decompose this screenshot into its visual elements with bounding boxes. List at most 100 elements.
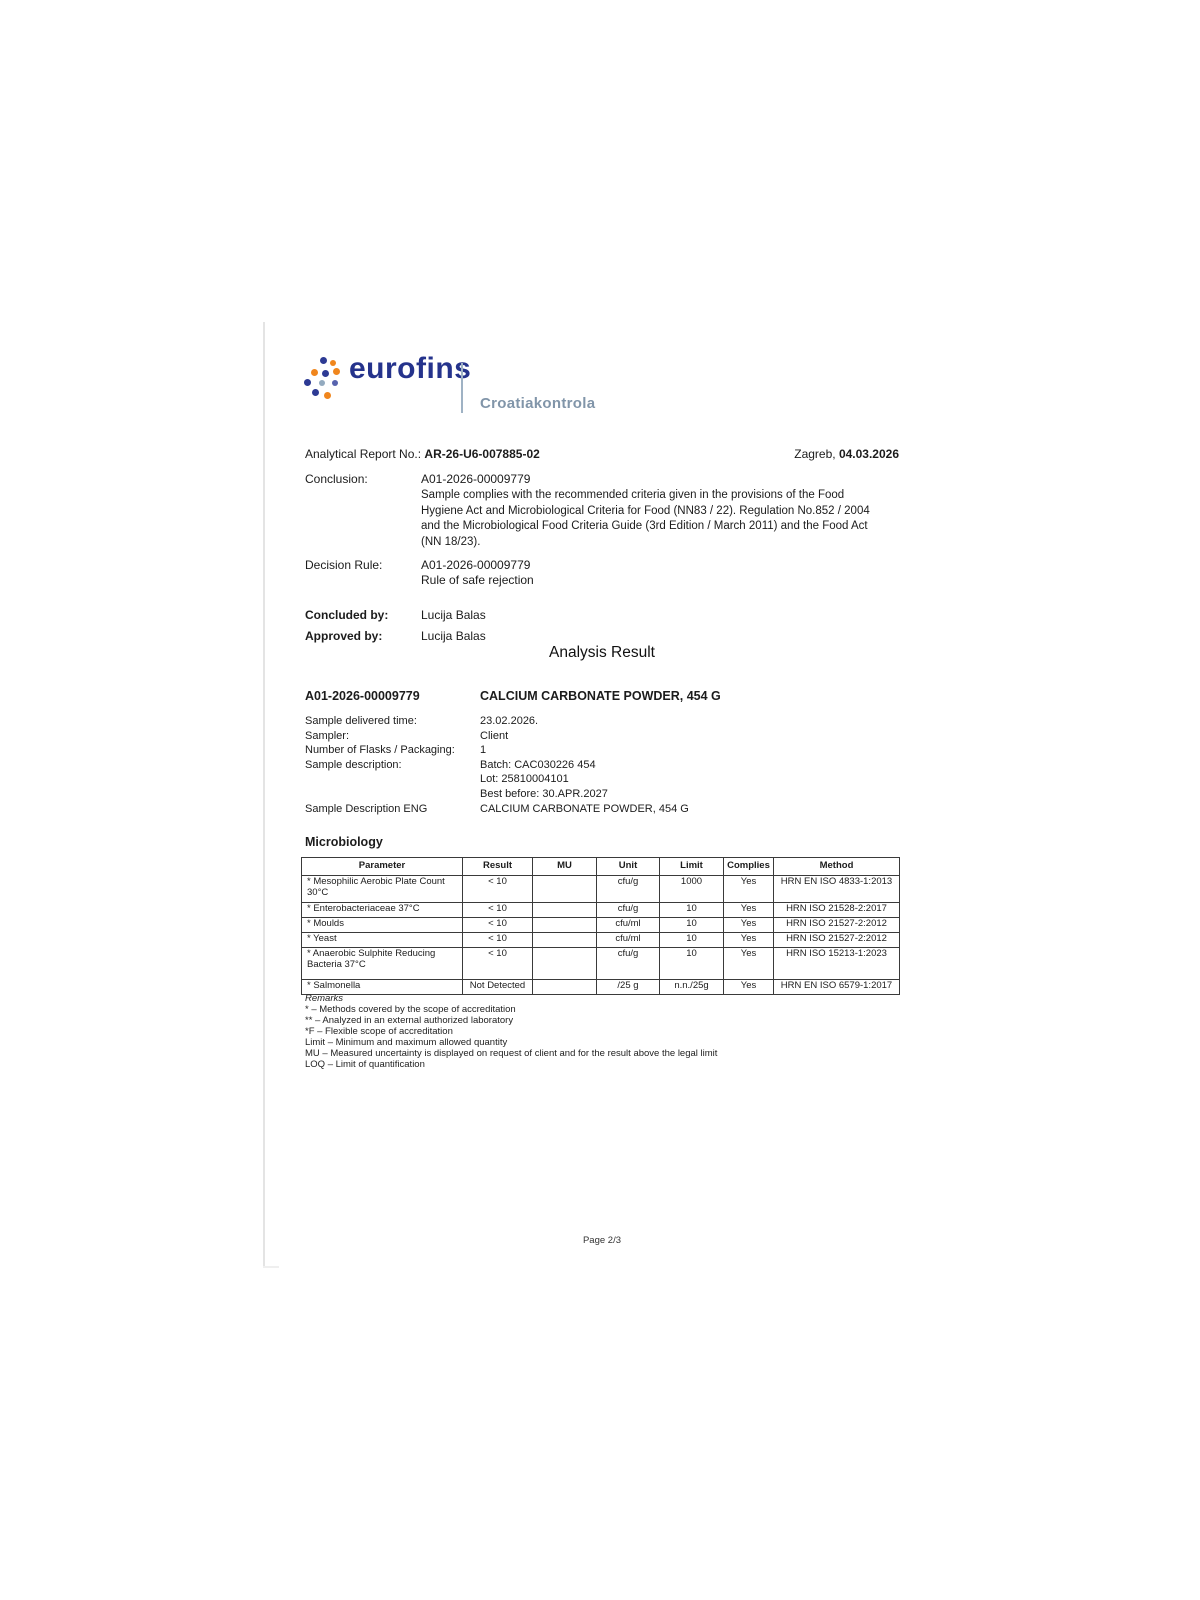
- detail-value-line: Best before: 30.APR.2027: [480, 787, 608, 800]
- remarks-block: Remarks * – Methods covered by the scope…: [305, 993, 899, 1070]
- detail-value-line: 1: [480, 744, 487, 757]
- sample-details: Sample delivered time: 23.02.2026. Sampler…: [305, 714, 899, 816]
- detail-values: Batch: CAC030226 454 Lot: 25810004101 Best…: [480, 758, 899, 802]
- table-cell: < 10: [462, 875, 533, 903]
- report-number-line: Analytical Report No.: AR-26-U6-007885-0…: [305, 447, 540, 462]
- logo-dot: [332, 380, 338, 386]
- table-cell: [532, 875, 597, 903]
- conclusion-sample-id: A01-2026-00009779: [421, 472, 531, 486]
- detail-values: CALCIUM CARBONATE POWDER, 454 G: [480, 802, 899, 817]
- table-cell: cfu/g: [596, 902, 660, 918]
- table-cell: HRN EN ISO 4833-1:2013: [773, 875, 900, 903]
- table-cell: HRN ISO 21528-2:2017: [773, 902, 900, 918]
- table-cell: Not Detected: [462, 979, 533, 995]
- table-cell: 10: [659, 917, 724, 933]
- table-cell: cfu/g: [596, 875, 660, 903]
- sample-header-row: A01-2026-00009779 CALCIUM CARBONATE POWD…: [305, 689, 899, 703]
- report-number-value: AR-26-U6-007885-02: [424, 447, 540, 461]
- remark-line: * – Methods covered by the scope of accr…: [305, 1004, 516, 1015]
- detail-row: Sample description: Batch: CAC030226 454 L…: [305, 758, 899, 802]
- detail-value-line: Batch: CAC030226 454: [480, 758, 596, 771]
- detail-values: 23.02.2026.: [480, 714, 899, 729]
- detail-label: Sample description:: [305, 758, 402, 771]
- logo-divider: [461, 363, 463, 413]
- table-row: * Mesophilic Aerobic Plate Count 30°C < 1…: [301, 875, 900, 903]
- table-cell: * Moulds: [301, 917, 463, 933]
- detail-row: Sample delivered time: 23.02.2026.: [305, 714, 899, 729]
- report-date: 04.03.2026: [838, 447, 899, 461]
- eurofins-logo: eurofins Croatiakontrola: [303, 350, 623, 420]
- table-cell: cfu/ml: [596, 932, 660, 948]
- logo-dot: [304, 379, 311, 386]
- table-cell: HRN EN ISO 6579-1:2017: [773, 979, 900, 995]
- table-cell: < 10: [462, 932, 533, 948]
- detail-values: 1: [480, 743, 899, 758]
- logo-dot: [311, 369, 318, 376]
- table-header-row: Parameter Result MU Unit Limit Complies Method: [301, 857, 900, 876]
- table-cell: 1000: [659, 875, 724, 903]
- decision-rule-row: Decision Rule: A01-2026-00009779 Rule of…: [305, 558, 899, 588]
- table-cell: * Anaerobic Sulphite Reducing Bacteria 3…: [301, 947, 463, 980]
- logo-dot: [320, 357, 327, 364]
- detail-value-line: CALCIUM CARBONATE POWDER, 454 G: [480, 802, 689, 815]
- table-row: * Yeast < 10 cfu/ml 10 Yes HRN ISO 21527-2:20…: [301, 932, 900, 948]
- detail-value-line: 23.02.2026.: [480, 715, 539, 727]
- table-column-header: Unit: [596, 857, 660, 876]
- table-cell: [532, 932, 597, 948]
- scan-page-edge-line: [263, 322, 279, 1268]
- approved-by-label: Approved by:: [305, 629, 383, 643]
- decision-sample-id: A01-2026-00009779: [421, 558, 531, 572]
- table-cell: Yes: [723, 932, 774, 948]
- decision-rule-label: Decision Rule:: [305, 558, 383, 572]
- detail-label: Sampler:: [305, 729, 350, 742]
- sample-id: A01-2026-00009779: [305, 689, 420, 703]
- table-cell: 10: [659, 932, 724, 948]
- place-date-line: Zagreb, 04.03.2026: [794, 447, 899, 462]
- remark-line: MU – Measured uncertainty is displayed o…: [305, 1048, 718, 1059]
- table-row: * Moulds < 10 cfu/ml 10 Yes HRN ISO 21527-2:2…: [301, 917, 900, 933]
- table-row: * Anaerobic Sulphite Reducing Bacteria 3…: [301, 947, 900, 980]
- table-column-header: Parameter: [301, 857, 463, 876]
- conclusion-label: Conclusion:: [305, 472, 368, 486]
- table-cell: HRN ISO 21527-2:2012: [773, 932, 900, 948]
- table-cell: Yes: [723, 875, 774, 903]
- conclusion-text: Sample complies with the recommended cri…: [421, 489, 870, 548]
- detail-row: Sample Description ENG CALCIUM CARBONATE …: [305, 802, 899, 817]
- detail-label: Sample Description ENG: [305, 802, 428, 815]
- eurofins-dots-icon: [303, 356, 343, 402]
- conclusion-row: Conclusion: A01-2026-00009779 Sample com…: [305, 472, 899, 550]
- logo-dot: [330, 360, 336, 366]
- report-number-label: Analytical Report No.:: [305, 447, 422, 461]
- microbiology-section-title: Microbiology: [305, 835, 383, 849]
- logo-dot: [319, 380, 325, 386]
- logo-dot: [322, 370, 329, 377]
- remarks-title: Remarks: [305, 993, 344, 1004]
- table-cell: Yes: [723, 947, 774, 980]
- logo-dot: [324, 392, 331, 399]
- city-label: Zagreb,: [794, 447, 836, 461]
- table-cell: HRN ISO 21527-2:2012: [773, 917, 900, 933]
- table-cell: * Mesophilic Aerobic Plate Count 30°C: [301, 875, 463, 903]
- table-cell: 10: [659, 947, 724, 980]
- table-row: * Salmonella Not Detected/25 g n.n./25g Yes…: [301, 979, 900, 995]
- table-cell: HRN ISO 15213-1:2023: [773, 947, 900, 980]
- table-cell: * Enterobacteriaceae 37°C: [301, 902, 463, 918]
- table-cell: < 10: [462, 902, 533, 918]
- detail-values: Client: [480, 729, 899, 744]
- decision-rule-text: Rule of safe rejection: [421, 573, 534, 587]
- approved-by-row: Approved by: Lucija Balas: [305, 629, 899, 644]
- table-cell: < 10: [462, 947, 533, 980]
- approved-by-value: Lucija Balas: [421, 629, 486, 643]
- brand-name: eurofins: [349, 352, 472, 385]
- page-number: Page 2/3: [582, 1235, 622, 1246]
- report-header: Analytical Report No.: AR-26-U6-007885-0…: [305, 447, 899, 644]
- table-cell: * Yeast: [301, 932, 463, 948]
- detail-label: Number of Flasks / Packaging:: [305, 744, 455, 757]
- table-cell: Yes: [723, 917, 774, 933]
- table-cell: * Salmonella: [301, 979, 463, 995]
- logo-dot: [333, 368, 340, 375]
- table-cell: [532, 947, 597, 980]
- remark-line: LOQ – Limit of quantification: [305, 1059, 425, 1070]
- table-column-header: Method: [773, 857, 900, 876]
- logo-dot: [312, 389, 319, 396]
